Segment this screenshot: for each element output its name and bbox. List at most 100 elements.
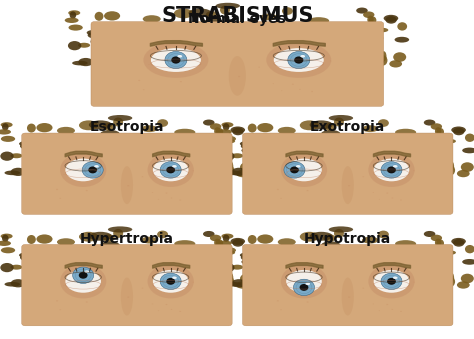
Ellipse shape	[85, 271, 89, 273]
Ellipse shape	[231, 168, 246, 176]
Ellipse shape	[57, 127, 75, 135]
Ellipse shape	[386, 304, 388, 305]
Ellipse shape	[377, 28, 388, 32]
Ellipse shape	[244, 261, 251, 267]
Ellipse shape	[431, 235, 442, 241]
Ellipse shape	[348, 297, 350, 298]
Ellipse shape	[86, 301, 88, 303]
Ellipse shape	[224, 139, 235, 143]
Ellipse shape	[192, 282, 194, 283]
Ellipse shape	[216, 3, 240, 9]
Ellipse shape	[300, 232, 319, 242]
Ellipse shape	[274, 48, 324, 72]
Ellipse shape	[88, 166, 97, 173]
Ellipse shape	[33, 280, 44, 285]
Ellipse shape	[38, 253, 45, 257]
FancyBboxPatch shape	[22, 133, 232, 214]
Ellipse shape	[10, 265, 22, 270]
Ellipse shape	[282, 7, 293, 15]
Ellipse shape	[79, 272, 88, 279]
Ellipse shape	[203, 18, 224, 27]
Ellipse shape	[424, 231, 436, 237]
FancyBboxPatch shape	[22, 244, 232, 326]
Ellipse shape	[160, 162, 181, 178]
Ellipse shape	[174, 8, 193, 18]
Ellipse shape	[254, 280, 265, 285]
Ellipse shape	[310, 232, 333, 241]
Ellipse shape	[241, 255, 254, 261]
Ellipse shape	[393, 52, 406, 62]
Ellipse shape	[68, 10, 80, 16]
Ellipse shape	[166, 166, 175, 173]
Ellipse shape	[70, 12, 76, 19]
Ellipse shape	[238, 76, 240, 77]
Ellipse shape	[363, 176, 364, 177]
Ellipse shape	[296, 165, 301, 167]
Ellipse shape	[231, 279, 246, 287]
Ellipse shape	[19, 141, 33, 146]
Ellipse shape	[144, 42, 209, 78]
Ellipse shape	[261, 14, 277, 20]
Ellipse shape	[328, 115, 353, 121]
Ellipse shape	[462, 147, 474, 153]
Ellipse shape	[94, 165, 99, 167]
Ellipse shape	[214, 239, 220, 247]
Ellipse shape	[4, 282, 20, 286]
Ellipse shape	[280, 309, 282, 310]
Ellipse shape	[121, 278, 133, 316]
Ellipse shape	[301, 55, 305, 58]
Ellipse shape	[171, 309, 173, 310]
Ellipse shape	[165, 193, 167, 194]
Ellipse shape	[103, 123, 115, 131]
Ellipse shape	[20, 255, 33, 261]
Ellipse shape	[244, 134, 254, 142]
Ellipse shape	[95, 12, 103, 21]
Ellipse shape	[222, 136, 236, 142]
Ellipse shape	[68, 41, 82, 50]
Ellipse shape	[153, 270, 189, 293]
Ellipse shape	[228, 273, 233, 283]
Ellipse shape	[431, 267, 438, 274]
Ellipse shape	[78, 58, 93, 66]
Ellipse shape	[294, 56, 303, 64]
Ellipse shape	[143, 15, 161, 23]
Ellipse shape	[79, 120, 98, 130]
Ellipse shape	[377, 59, 384, 64]
Ellipse shape	[37, 270, 43, 281]
FancyBboxPatch shape	[243, 244, 453, 326]
Ellipse shape	[35, 153, 45, 159]
Ellipse shape	[280, 198, 282, 199]
Ellipse shape	[65, 18, 79, 23]
Ellipse shape	[127, 297, 129, 298]
Ellipse shape	[223, 123, 229, 131]
Ellipse shape	[392, 309, 393, 310]
Ellipse shape	[177, 55, 182, 58]
Ellipse shape	[451, 126, 466, 134]
Ellipse shape	[389, 60, 402, 67]
Ellipse shape	[255, 153, 265, 159]
Ellipse shape	[323, 123, 336, 131]
Ellipse shape	[236, 281, 249, 288]
Ellipse shape	[72, 61, 88, 65]
Ellipse shape	[257, 235, 273, 244]
Ellipse shape	[179, 199, 181, 201]
Ellipse shape	[381, 273, 402, 290]
Ellipse shape	[230, 126, 245, 134]
Ellipse shape	[36, 123, 53, 132]
FancyBboxPatch shape	[91, 22, 383, 106]
Ellipse shape	[203, 120, 215, 125]
Text: Hypertropia: Hypertropia	[80, 232, 174, 246]
Ellipse shape	[64, 174, 65, 175]
Ellipse shape	[437, 239, 444, 247]
Ellipse shape	[413, 170, 415, 171]
Ellipse shape	[445, 280, 452, 285]
Ellipse shape	[174, 129, 195, 136]
Ellipse shape	[320, 130, 341, 139]
Ellipse shape	[387, 166, 396, 173]
Ellipse shape	[171, 198, 173, 199]
Ellipse shape	[445, 139, 456, 143]
Ellipse shape	[36, 235, 53, 244]
Ellipse shape	[433, 171, 449, 175]
Ellipse shape	[449, 273, 454, 283]
Ellipse shape	[258, 270, 264, 281]
